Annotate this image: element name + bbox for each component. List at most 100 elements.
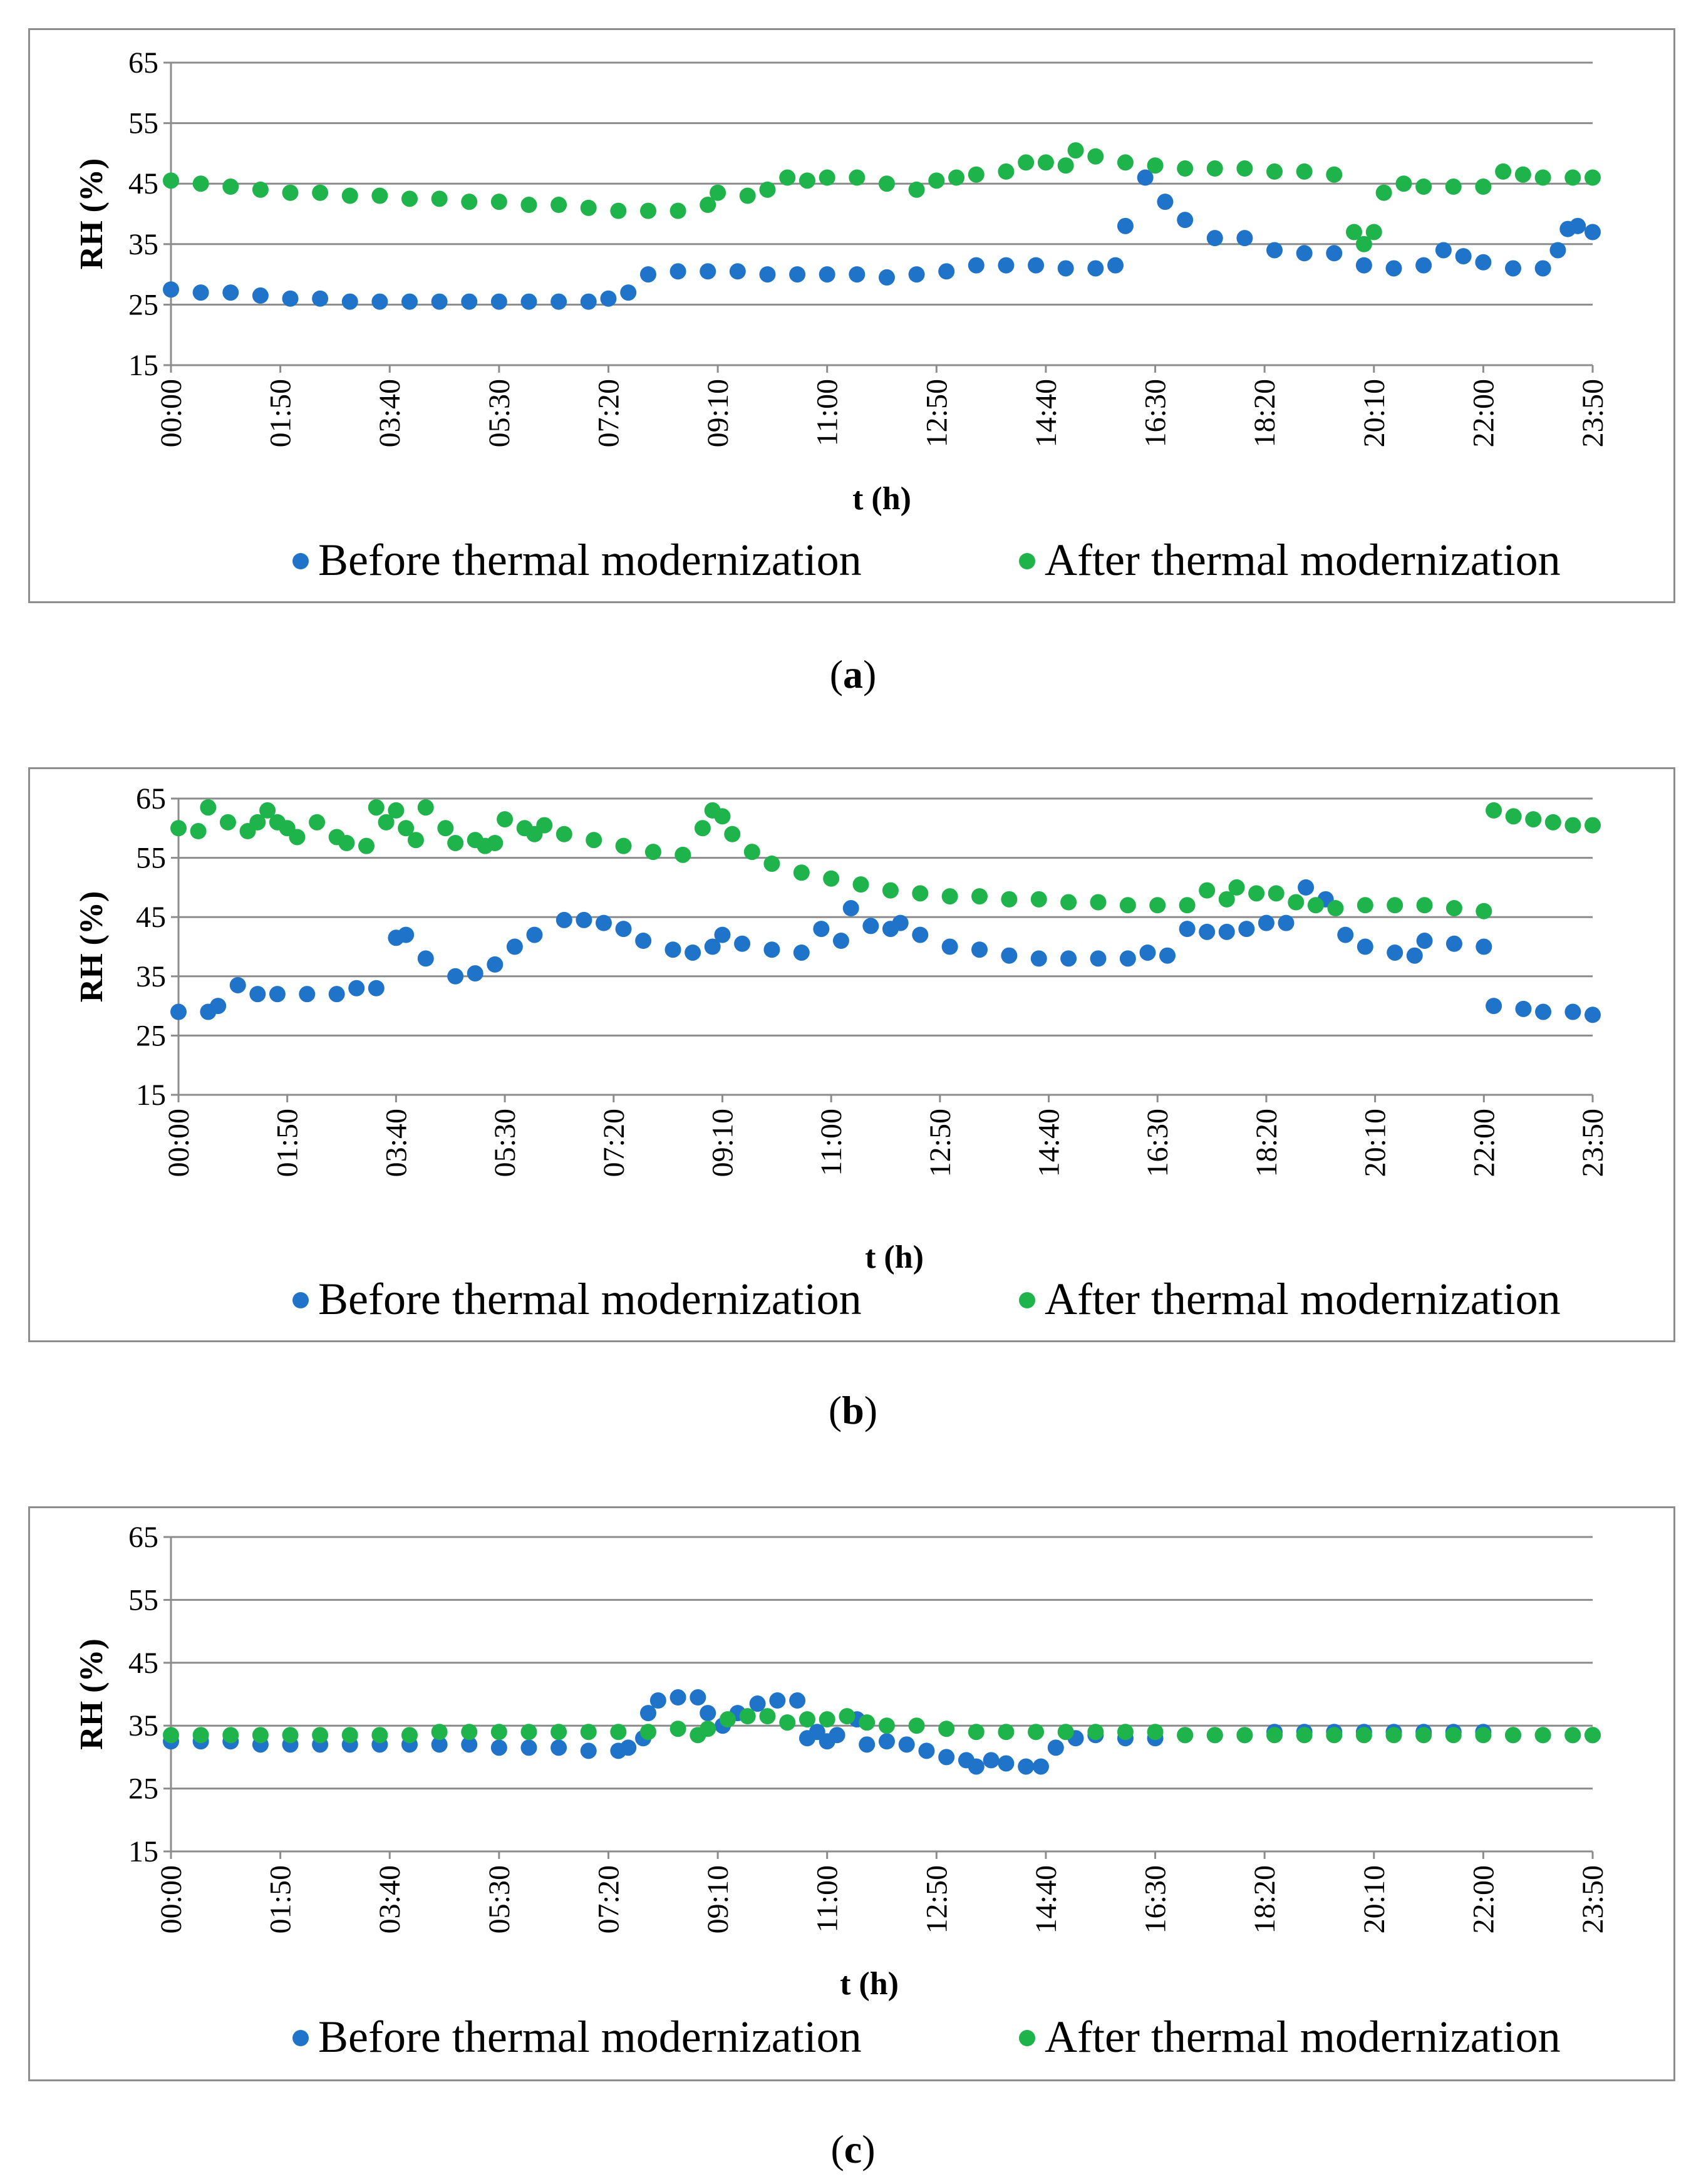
x-axis-title: t (h): [865, 1239, 924, 1275]
data-point: [1047, 1739, 1064, 1756]
data-point: [941, 938, 958, 955]
x-tick-label: 12:50: [920, 1865, 953, 1933]
data-point: [615, 837, 632, 854]
data-point: [312, 290, 329, 307]
data-point: [759, 266, 776, 283]
data-point: [1236, 160, 1253, 177]
data-point: [998, 1724, 1015, 1741]
data-point: [461, 194, 478, 210]
x-tick-label: 22:00: [1467, 379, 1500, 447]
data-point: [1119, 897, 1136, 914]
data-point: [1395, 175, 1412, 192]
data-point: [1415, 179, 1432, 195]
y-axis-title: RH (%): [74, 1638, 110, 1750]
data-point: [908, 266, 925, 283]
data-point: [714, 926, 731, 943]
data-point: [1117, 217, 1134, 234]
data-point: [490, 1724, 507, 1741]
data-point: [948, 169, 965, 186]
data-point: [971, 888, 988, 905]
data-point: [1475, 179, 1492, 195]
legend: Before thermal modernization After therma…: [292, 2012, 1561, 2062]
data-point: [832, 933, 849, 950]
data-point: [1514, 166, 1531, 183]
data-point: [398, 926, 415, 943]
data-point: [556, 911, 572, 928]
data-point: [163, 1727, 179, 1744]
data-point: [1387, 897, 1404, 914]
data-point: [859, 1714, 876, 1731]
data-point: [461, 293, 478, 310]
data-point: [892, 914, 909, 931]
data-point: [1327, 900, 1344, 917]
data-point: [497, 811, 514, 828]
data-point: [1445, 179, 1462, 195]
legend: Before thermal modernization After therma…: [292, 535, 1561, 585]
data-point: [968, 1724, 985, 1741]
data-point: [1406, 947, 1423, 964]
data-point: [1475, 254, 1492, 271]
data-point: [1087, 260, 1104, 277]
chart-panel-c: 15 25 35 45 55 65 00:00 01:50 03:40 05:30 07:20 09:…: [28, 1506, 1675, 2081]
data-point: [635, 933, 652, 950]
data-point: [1087, 148, 1104, 165]
data-point: [282, 1727, 299, 1744]
caption-a-close: ): [863, 652, 877, 696]
data-point: [1236, 1727, 1253, 1744]
data-point: [1585, 169, 1601, 186]
data-point: [371, 293, 388, 310]
data-point: [192, 284, 209, 301]
data-point: [1445, 900, 1462, 917]
data-point: [328, 986, 345, 1003]
data-point: [1476, 903, 1492, 919]
x-tick-label: 16:30: [1139, 379, 1172, 447]
chart-svg-c: 15 25 35 45 55 65 00:00 01:50 03:40 05:30 07:20 09:…: [74, 1521, 1610, 2062]
data-point: [639, 202, 656, 219]
data-point: [878, 1717, 895, 1734]
x-tick-label: 22:00: [1467, 1109, 1501, 1177]
data-point: [912, 885, 929, 902]
data-point: [714, 808, 731, 825]
data-point: [526, 926, 543, 943]
data-point: [998, 163, 1015, 180]
data-point: [839, 1708, 856, 1725]
data-point: [1147, 1724, 1164, 1741]
data-point: [341, 187, 358, 204]
y-tick-label: 15: [136, 1079, 166, 1112]
data-point: [576, 911, 592, 928]
data-point: [1549, 242, 1566, 259]
data-point: [1505, 260, 1522, 277]
data-point: [724, 825, 741, 842]
data-point: [842, 900, 859, 917]
data-point: [1288, 894, 1305, 911]
caption-b-letter: b: [842, 1388, 864, 1432]
data-point: [431, 190, 448, 207]
data-point: [849, 169, 866, 186]
chart-panel-a: 15 25 35 45 55 65 00:00 01:50 03:40 05:30 07:20 09:…: [28, 28, 1675, 603]
data-point: [1337, 926, 1354, 943]
data-point: [1534, 260, 1551, 277]
data-point: [1137, 169, 1154, 186]
series-after: [170, 799, 1601, 919]
data-point: [1032, 1758, 1049, 1775]
data-point: [639, 1724, 656, 1741]
data-point: [1569, 217, 1586, 234]
data-point: [1416, 897, 1433, 914]
data-point: [551, 197, 567, 214]
data-point: [1147, 157, 1164, 174]
legend-label-after: After thermal modernization: [1045, 535, 1561, 585]
y-tick-label: 35: [128, 1709, 158, 1742]
data-point: [763, 941, 780, 958]
x-tick-label: 22:00: [1467, 1865, 1500, 1933]
data-point: [1326, 1727, 1343, 1744]
x-tick-label: 03:40: [373, 379, 406, 447]
data-point: [417, 950, 434, 967]
data-point: [1415, 1727, 1432, 1744]
y-tick-label: 65: [128, 1521, 158, 1554]
data-point: [1236, 230, 1253, 247]
x-tick-label: 23:50: [1576, 1865, 1610, 1933]
data-point: [908, 1717, 925, 1734]
data-point: [669, 1689, 686, 1706]
data-point: [490, 1739, 507, 1756]
data-point: [1445, 1727, 1462, 1744]
